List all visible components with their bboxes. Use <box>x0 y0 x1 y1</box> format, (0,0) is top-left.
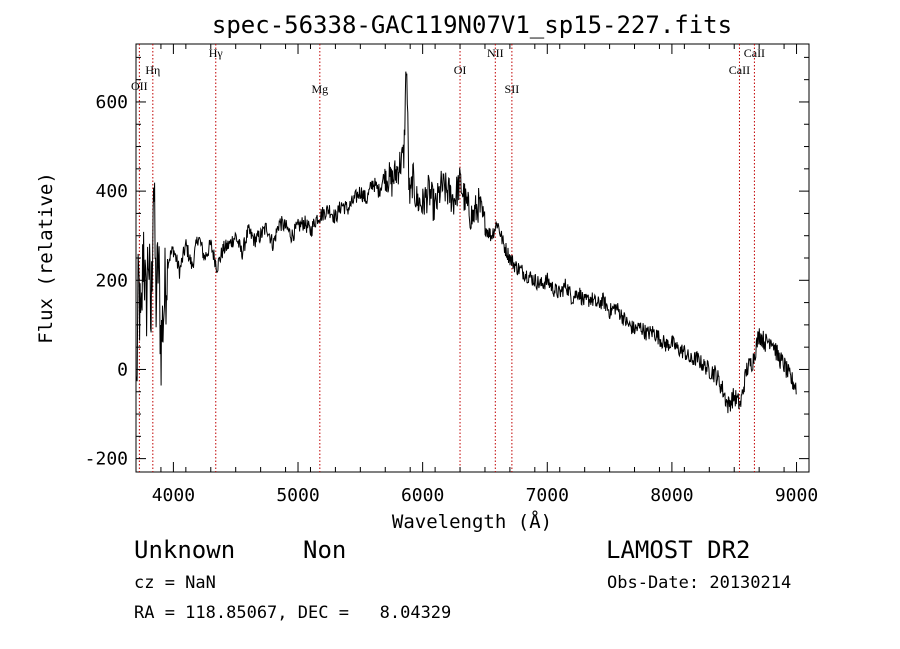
y-tick-label: 0 <box>117 359 128 380</box>
axes: 4000 5000 6000 7000 8000 9000 -200 0 200 400 600 <box>85 44 818 506</box>
spectrum-series <box>136 71 797 414</box>
spectral-line-label: CaII <box>729 63 750 77</box>
plot-frame <box>135 43 810 473</box>
x-tick-label: 8000 <box>650 485 693 506</box>
spectral-line-label: OII <box>131 79 148 93</box>
spectral-line-label: OI <box>454 63 467 77</box>
spectral-line-label: Hη <box>145 63 160 77</box>
y-tick-label: 400 <box>95 181 128 202</box>
coordinates-readout: RA = 118.85067, DEC = 8.04329 <box>134 603 452 623</box>
x-axis-label: Wavelength (Å) <box>392 510 552 533</box>
x-tick-label: 9000 <box>775 485 818 506</box>
spectral-line-label: SII <box>505 82 520 96</box>
x-tick-label: 5000 <box>276 485 319 506</box>
y-axis-label: Flux (relative) <box>35 172 57 344</box>
observation-date: Obs-Date: 20130214 <box>607 573 792 593</box>
y-tick-label: 600 <box>95 92 128 113</box>
x-tick-label: 6000 <box>401 485 444 506</box>
survey-name: LAMOST DR2 <box>606 536 751 564</box>
object-subclass: Non <box>303 536 347 564</box>
y-tick-label: 200 <box>95 270 128 291</box>
spectral-line-markers: OII Hη Hγ Mg OI NII SII CaII CaII <box>131 44 765 472</box>
spectral-line-label: Hγ <box>209 46 224 60</box>
chart-title: spec-56338-GAC119N07V1_sp15-227.fits <box>212 11 732 39</box>
y-tick-label: -200 <box>85 449 128 470</box>
spectral-line-label: Mg <box>311 82 328 96</box>
redshift-readout: cz = NaN <box>134 573 216 593</box>
spectral-line-label: NII <box>487 46 504 60</box>
x-tick-label: 7000 <box>526 485 569 506</box>
spectral-line-label: CaII <box>744 46 765 60</box>
object-class: Unknown <box>134 536 236 564</box>
x-tick-label: 4000 <box>152 485 195 506</box>
